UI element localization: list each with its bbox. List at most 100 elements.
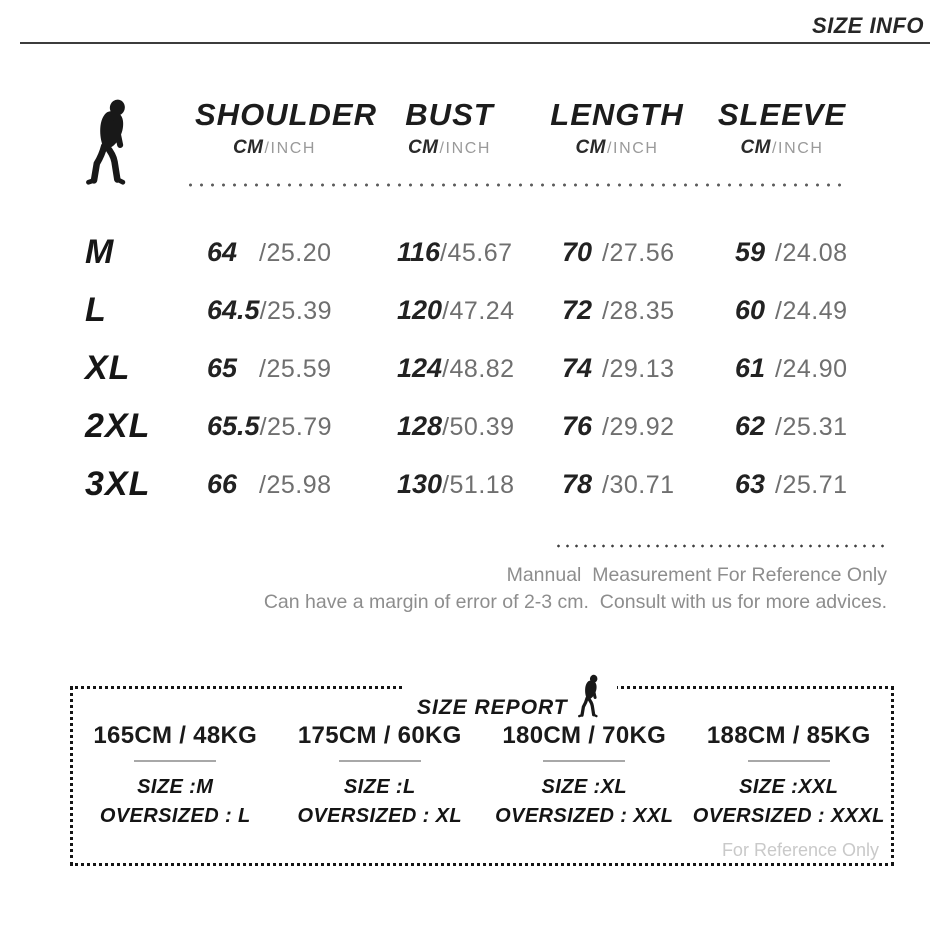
header-divider — [20, 42, 930, 44]
cm-value: 60 — [735, 294, 766, 325]
note-line-1: Mannual Measurement For Reference Only — [506, 564, 887, 586]
unit-cm: CM — [575, 137, 606, 159]
unit-inch: /INCH — [772, 140, 824, 158]
column-title: SHOULDER — [195, 97, 377, 132]
shoulder-value: 65.5/25.79 — [195, 411, 380, 442]
inch-value: /30.71 — [602, 470, 675, 499]
size-report-entry: 180CM / 70KG SIZE :XL OVERSIZED : XXL — [482, 722, 687, 831]
size-label: 3XL — [85, 464, 151, 503]
shoulder-value: 66/25.98 — [195, 469, 380, 500]
unit-inch: /INCH — [264, 140, 317, 158]
cm-value: 62 — [735, 410, 766, 441]
inch-value: /24.08 — [775, 238, 848, 267]
cm-value: 130 — [397, 468, 443, 499]
table-body: M 64/25.20 116/45.67 70/27.56 59/24.08 L… — [85, 223, 875, 513]
size-worn: SIZE :XL — [541, 776, 627, 798]
cm-value: 65.5 — [207, 410, 260, 441]
cm-value: 66 — [207, 468, 238, 499]
unit-label: CM/INCH — [715, 137, 849, 159]
cm-value: 78 — [562, 468, 593, 499]
inch-value: /25.20 — [259, 238, 332, 267]
size-label: XL — [85, 348, 131, 387]
entry-divider — [134, 760, 217, 762]
oversized-recommendation: OVERSIZED : XXXL — [692, 805, 885, 827]
dotted-divider — [185, 183, 847, 188]
sleeve-value: 59/24.08 — [715, 237, 875, 268]
shoulder-value: 64.5/25.39 — [195, 295, 380, 326]
cm-value: 64 — [207, 236, 238, 267]
reference-only-footnote: For Reference Only — [721, 840, 879, 860]
size-report-entry: 188CM / 85KG SIZE :XXL OVERSIZED : XXXL — [687, 722, 892, 831]
column-header-bust: BUST CM/INCH — [380, 97, 545, 159]
bust-value: 116/45.67 — [380, 237, 545, 268]
inch-value: /28.35 — [602, 296, 675, 325]
shoulder-value: 65/25.59 — [195, 353, 380, 384]
walking-man-icon — [577, 673, 600, 718]
unit-inch: /INCH — [439, 140, 492, 158]
column-title: SLEEVE — [717, 97, 847, 132]
page-title: SIZE INFO — [811, 13, 924, 38]
dotted-divider — [557, 544, 887, 548]
size-report-label: SIZE REPORT — [417, 696, 568, 719]
size-report-entry: 165CM / 48KG SIZE :M OVERSIZED : L — [73, 722, 278, 831]
inch-value: /25.59 — [259, 354, 332, 383]
inch-value: /48.82 — [442, 354, 515, 383]
unit-label: CM/INCH — [545, 137, 689, 159]
unit-cm: CM — [407, 137, 439, 159]
cm-value: 116 — [397, 236, 441, 267]
bust-value: 128/50.39 — [380, 411, 545, 442]
size-label: M — [85, 232, 115, 271]
bust-value: 130/51.18 — [380, 469, 545, 500]
cm-value: 120 — [397, 294, 443, 325]
table-row: M 64/25.20 116/45.67 70/27.56 59/24.08 — [85, 223, 875, 281]
size-report-title: SIZE REPORT — [403, 673, 617, 721]
sleeve-value: 60/24.49 — [715, 295, 875, 326]
cm-value: 70 — [562, 236, 593, 267]
inch-value: /29.92 — [602, 412, 675, 441]
inch-value: /29.13 — [602, 354, 675, 383]
sleeve-value: 63/25.71 — [715, 469, 875, 500]
inch-value: /25.39 — [259, 296, 333, 325]
size-worn: SIZE :XXL — [739, 776, 839, 798]
table-row: XL 65/25.59 124/48.82 74/29.13 61/24.90 — [85, 339, 875, 397]
unit-cm: CM — [232, 137, 264, 159]
size-report-box: SIZE REPORT 165CM / 48KG SIZE :M OVERSIZ… — [70, 673, 894, 866]
bust-value: 120/47.24 — [380, 295, 545, 326]
length-value: 72/28.35 — [545, 295, 715, 326]
body-stats: 180CM / 70KG — [502, 722, 667, 749]
column-header-length: LENGTH CM/INCH — [545, 97, 715, 159]
inch-value: /27.56 — [602, 238, 675, 267]
cm-value: 64.5 — [207, 294, 260, 325]
table-row: 2XL 65.5/25.79 128/50.39 76/29.92 62/25.… — [85, 397, 875, 455]
inch-value: /50.39 — [442, 412, 515, 441]
body-stats: 188CM / 85KG — [706, 722, 871, 749]
cm-value: 128 — [397, 410, 443, 441]
inch-value: /25.31 — [775, 412, 848, 441]
icon-spacer — [85, 98, 195, 159]
inch-value: /51.18 — [442, 470, 515, 499]
bust-value: 124/48.82 — [380, 353, 545, 384]
column-title: LENGTH — [550, 97, 684, 132]
column-header-sleeve: SLEEVE CM/INCH — [715, 97, 875, 159]
oversized-recommendation: OVERSIZED : L — [99, 805, 251, 827]
inch-value: /47.24 — [442, 296, 515, 325]
oversized-recommendation: OVERSIZED : XL — [297, 805, 462, 827]
inch-value: /25.98 — [259, 470, 332, 499]
size-label: L — [85, 290, 107, 329]
measurement-table: SHOULDER CM/INCH BUST CM/INCH LENGTH CM/… — [85, 97, 875, 513]
inch-value: /24.49 — [775, 296, 848, 325]
sleeve-value: 62/25.31 — [715, 411, 875, 442]
inch-value: /45.67 — [440, 238, 513, 267]
size-report-entry: 175CM / 60KG SIZE :L OVERSIZED : XL — [278, 722, 483, 831]
length-value: 70/27.56 — [545, 237, 715, 268]
cm-value: 124 — [397, 352, 443, 383]
column-header-shoulder: SHOULDER CM/INCH — [195, 97, 380, 159]
unit-label: CM/INCH — [195, 137, 354, 159]
entry-divider — [543, 760, 626, 762]
measurement-note: Mannual Measurement For Reference Only C… — [264, 544, 887, 616]
length-value: 78/30.71 — [545, 469, 715, 500]
column-title: BUST — [405, 97, 494, 132]
size-worn: SIZE :M — [137, 776, 214, 798]
size-worn: SIZE :L — [343, 776, 416, 798]
